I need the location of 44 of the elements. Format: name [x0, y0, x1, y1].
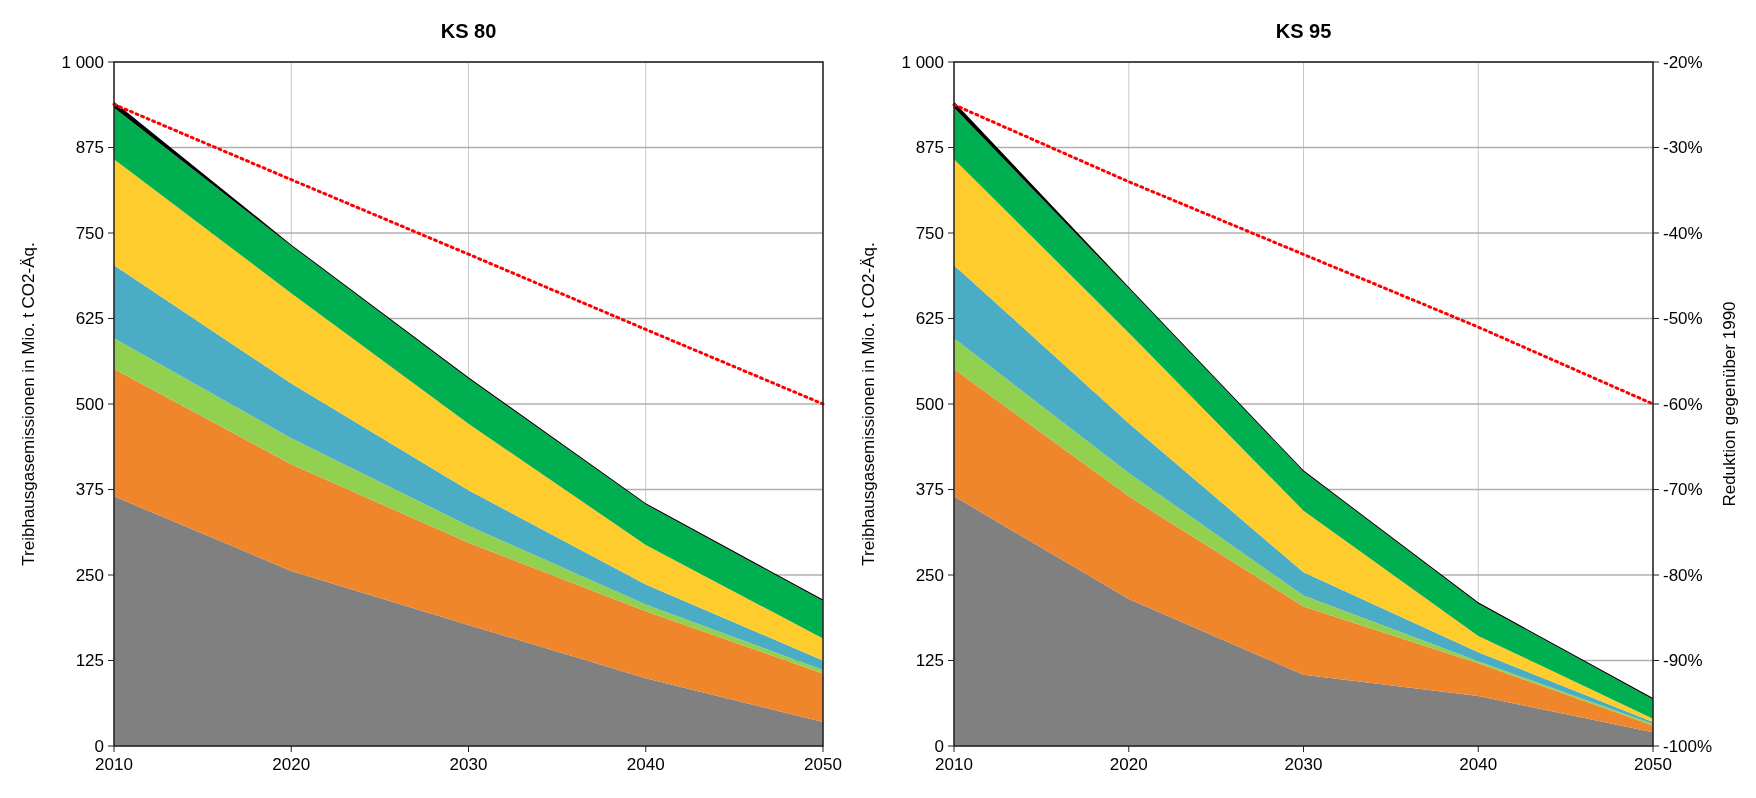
x-tick-label: 2040	[626, 755, 665, 774]
y-tick-label: 625	[75, 309, 104, 329]
x-tick-label: 2010	[935, 755, 973, 774]
y-tick-label: 500	[75, 394, 104, 414]
y-tick-label: 500	[915, 394, 944, 414]
y2-tick-label: -30%	[1663, 138, 1703, 158]
y-tick-label: 875	[75, 138, 104, 158]
y-tick-label: 375	[75, 480, 104, 500]
y-tick-label: 625	[915, 309, 944, 329]
y-tick-label: 1 000	[61, 52, 104, 72]
y-tick-label: 375	[915, 480, 944, 500]
y-tick-label: 1 000	[901, 52, 944, 72]
y-tick-label: 250	[75, 565, 104, 585]
x-tick-label: 2040	[1459, 755, 1498, 774]
y-axis-title: Treibhausgasemissionen in Mio. t CO2-Äq.	[859, 242, 878, 566]
y2-tick-label: -100%	[1663, 736, 1713, 756]
y-tick-label: 250	[915, 565, 944, 585]
y-tick-label: 0	[94, 736, 104, 756]
y2-axis-title: Reduktion gegenüber 1990	[1720, 301, 1739, 507]
y-tick-label: 875	[915, 138, 944, 158]
y-tick-label: 125	[75, 651, 104, 671]
x-tick-label: 2050	[804, 755, 842, 774]
chart-title: KS 80	[440, 20, 497, 42]
y-axis-title: Treibhausgasemissionen in Mio. t CO2-Äq.	[19, 242, 38, 566]
y-tick-label: 750	[75, 223, 104, 243]
x-tick-label: 2050	[1634, 755, 1672, 774]
x-tick-label: 2020	[1109, 755, 1148, 774]
y2-tick-label: -90%	[1663, 651, 1703, 671]
y2-tick-label: -80%	[1663, 565, 1703, 585]
y2-tick-label: -70%	[1663, 480, 1703, 500]
line-series	[112, 102, 825, 406]
y2-tick-label: -20%	[1663, 52, 1703, 72]
x-tick-label: 2020	[272, 755, 311, 774]
chart-title: KS 95	[1275, 20, 1332, 42]
x-tick-label: 2030	[449, 755, 488, 774]
y-tick-label: 125	[915, 651, 944, 671]
y-tick-label: 0	[934, 736, 944, 756]
y-tick-label: 750	[915, 223, 944, 243]
y2-tick-label: -60%	[1663, 394, 1703, 414]
x-tick-label: 2010	[95, 755, 133, 774]
y2-tick-label: -50%	[1663, 309, 1703, 329]
y2-tick-label: -40%	[1663, 223, 1703, 243]
line-series	[952, 103, 1655, 406]
x-tick-label: 2030	[1284, 755, 1323, 774]
